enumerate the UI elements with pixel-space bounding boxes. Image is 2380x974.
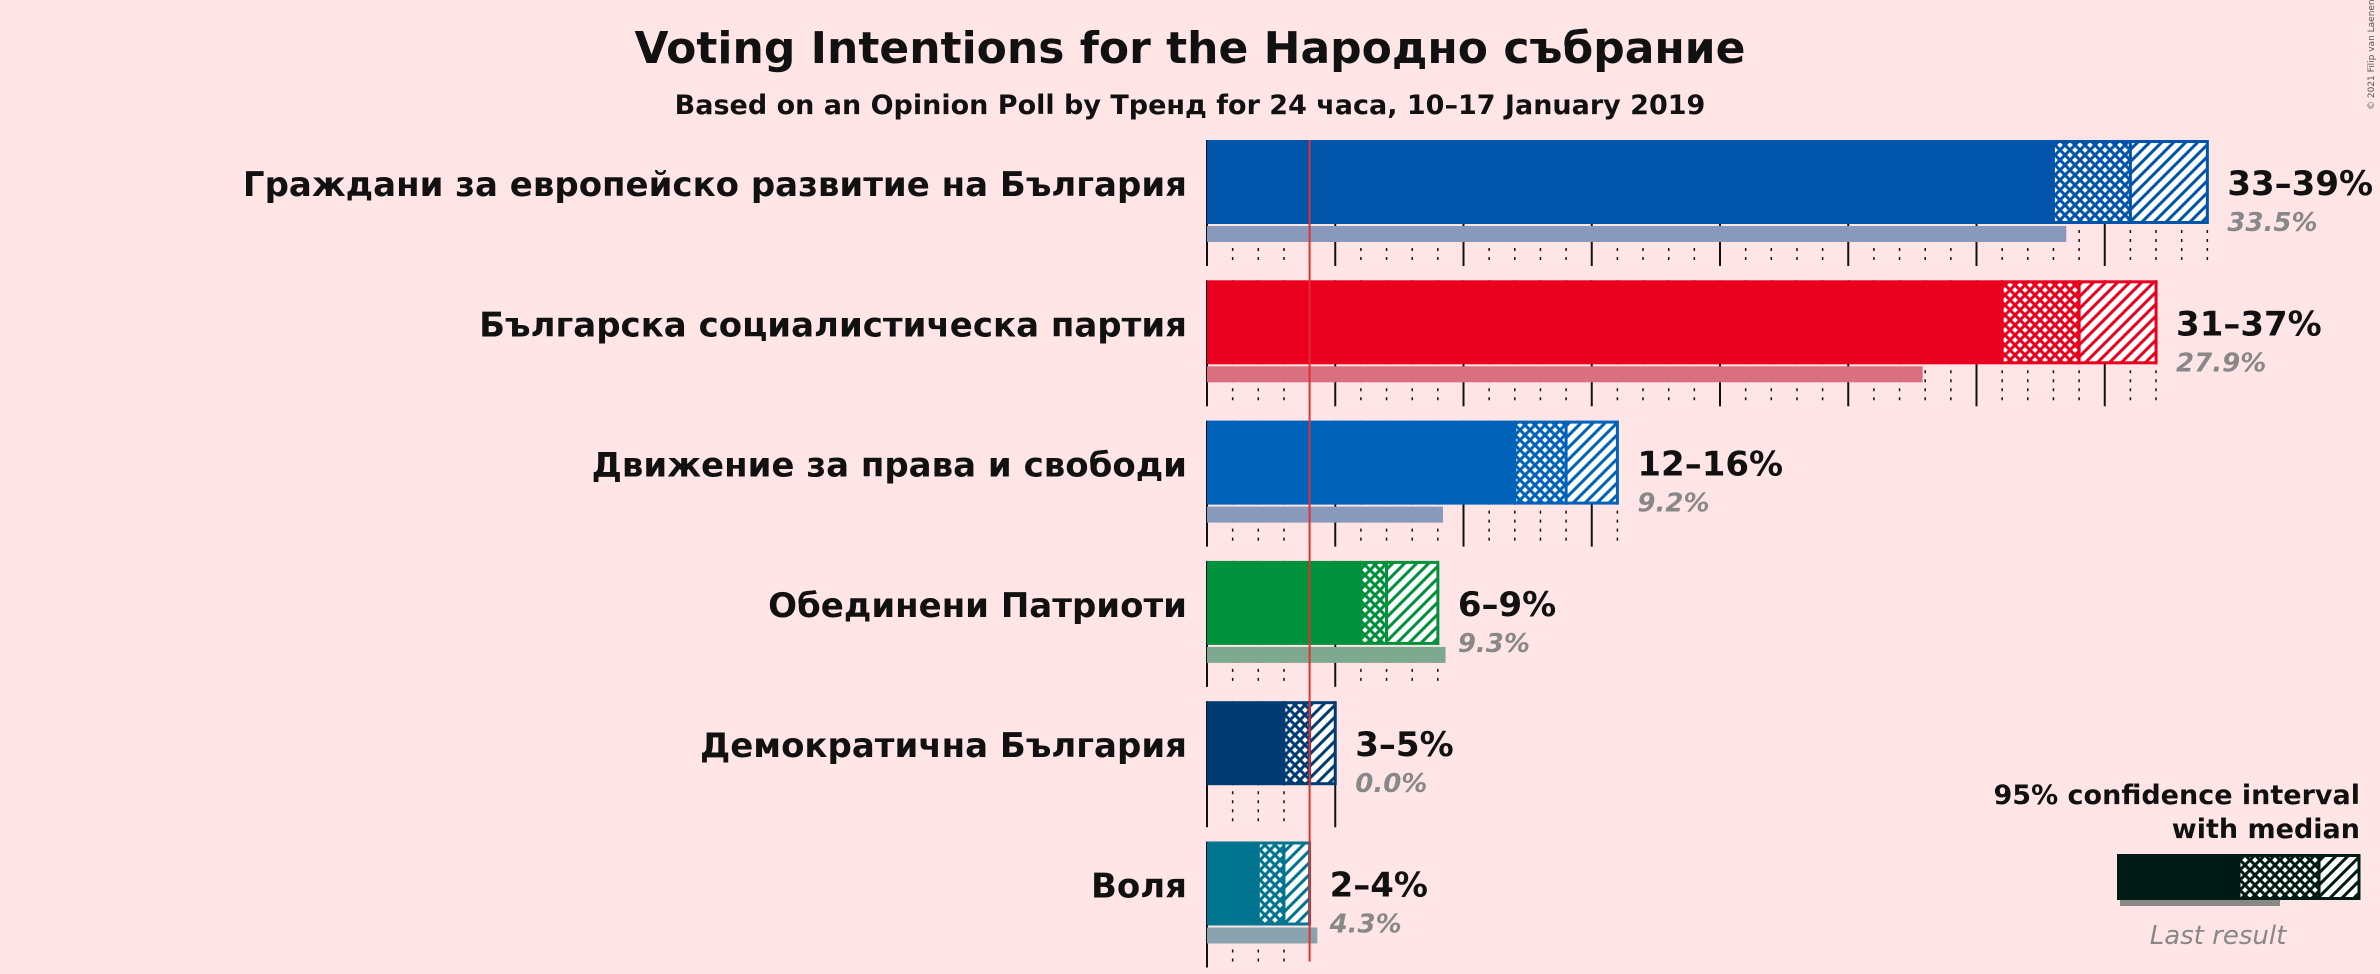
ci-upper-hatch <box>1564 420 1619 505</box>
range-label: 12–16% <box>1637 445 1783 485</box>
copyright-text: © 2021 Filip van Laenen <box>2367 0 2377 110</box>
last-result-bar <box>1207 366 1923 383</box>
legend-diag-swatch <box>2317 854 2361 900</box>
legend-title-line1: 95% confidence interval <box>1994 780 2360 811</box>
last-result-label: 4.3% <box>1329 910 1402 940</box>
ci-lower-hatch <box>1359 560 1389 645</box>
last-result-bar <box>1207 506 1443 523</box>
ci-upper-hatch <box>1385 560 1440 645</box>
party-label: Обединени Патриоти <box>768 586 1187 626</box>
party-row: Демократична България 3–5% 0.0% <box>700 701 1454 799</box>
party-row: Обединени Патриоти 6–9% 9.3% <box>768 560 1556 663</box>
last-result-bar <box>1207 646 1446 663</box>
party-label: Граждани за европейско развитие на Бълга… <box>243 165 1187 205</box>
party-row: Граждани за европейско развитие на Бълга… <box>243 140 2373 242</box>
range-label: 33–39% <box>2227 164 2373 204</box>
party-label: Движение за права и свободи <box>592 446 1187 486</box>
legend-cross-swatch <box>2237 854 2321 900</box>
party-row: Воля 2–4% 4.3% <box>1091 841 1428 944</box>
ci-lower-hatch <box>1256 841 1286 926</box>
legend-last-result-label: Last result <box>2150 921 2287 951</box>
ci-upper-hatch <box>1308 701 1337 786</box>
ci-upper-hatch <box>2128 140 2209 224</box>
chart-subtitle: Based on an Opinion Poll by Тренд for 24… <box>675 90 1706 121</box>
ci-lower-hatch <box>1513 420 1568 505</box>
legend-title-line2: with median <box>2172 814 2360 845</box>
last-result-label: 27.9% <box>2176 348 2266 378</box>
last-result-label: 9.2% <box>1637 489 1709 519</box>
ci-solid-bar <box>1207 420 1515 505</box>
gridlines <box>1206 140 2209 968</box>
ci-solid-bar <box>1207 280 2003 365</box>
bars-group: Граждани за европейско развитие на Бълга… <box>243 140 2373 944</box>
party-label: Демократична България <box>700 726 1187 766</box>
ci-lower-hatch <box>2000 280 2081 365</box>
range-label: 3–5% <box>1355 725 1453 765</box>
chart-title: Voting Intentions for the Народно събран… <box>635 23 1746 74</box>
legend-swatch <box>2117 854 2361 906</box>
ci-lower-hatch <box>1282 701 1312 786</box>
party-label: Воля <box>1091 867 1187 907</box>
range-label: 31–37% <box>2176 304 2322 344</box>
last-result-label: 9.3% <box>1458 629 1530 659</box>
ci-solid-bar <box>1207 701 1284 786</box>
range-label: 2–4% <box>1330 866 1428 906</box>
ci-upper-hatch <box>1282 841 1312 926</box>
last-result-bar <box>1207 226 2067 242</box>
ci-solid-bar <box>1207 841 1259 926</box>
last-result-label: 0.0% <box>1355 769 1427 799</box>
ci-solid-bar <box>1207 140 2054 224</box>
party-row: Движение за права и свободи 12–16% 9.2% <box>592 420 1783 523</box>
last-result-label: 33.5% <box>2227 208 2317 238</box>
ci-lower-hatch <box>2051 140 2132 224</box>
party-row: Българска социалистическа партия 31–37% 27… <box>479 280 2322 383</box>
legend-solid-swatch <box>2117 854 2239 900</box>
range-label: 6–9% <box>1458 585 1556 625</box>
legend: 95% confidence interval with median Last… <box>1994 780 2361 951</box>
last-result-bar <box>1207 927 1318 944</box>
ci-upper-hatch <box>2077 280 2158 365</box>
party-label: Българска социалистическа партия <box>479 305 1187 345</box>
ci-solid-bar <box>1207 560 1361 645</box>
